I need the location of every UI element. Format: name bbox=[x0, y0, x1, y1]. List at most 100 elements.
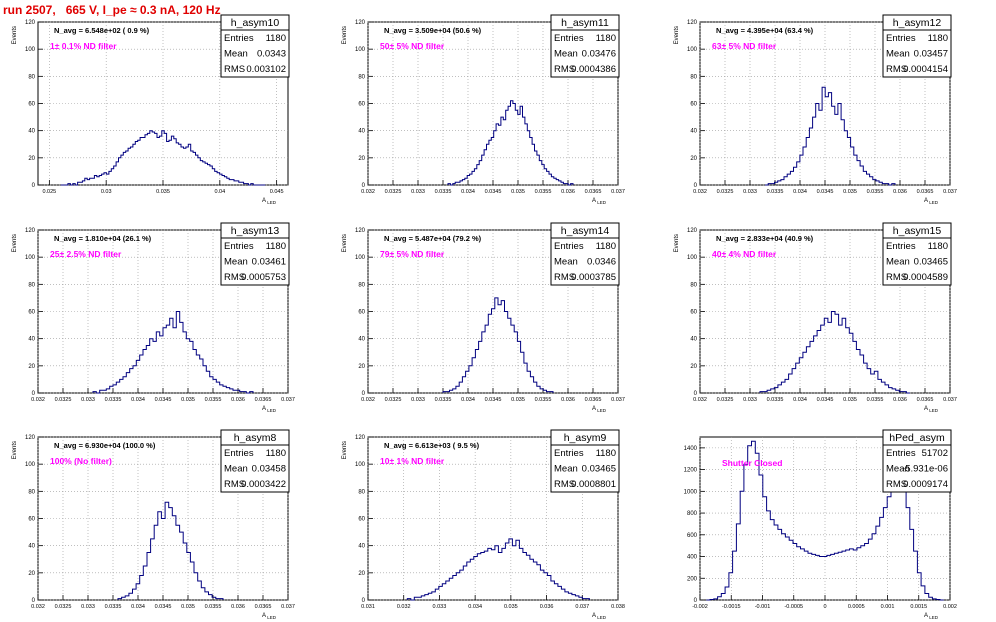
x-axis-label: A LED bbox=[262, 198, 277, 205]
x-axis-label-sub: LED bbox=[266, 200, 277, 205]
tick-label-x: 0.033 bbox=[433, 604, 447, 610]
filter-label: 50± 5% ND filter bbox=[380, 41, 445, 51]
histogram-panel: 0 20 40 60 80 100 120 0.032 0.0325 0.033 0.0335 0.0… bbox=[342, 222, 625, 413]
tick-label-x: 0.0345 bbox=[485, 397, 502, 403]
tick-label-y: 0 bbox=[362, 598, 366, 604]
tick-label-y: 100 bbox=[687, 255, 698, 261]
filter-label: 25± 2.5% ND filter bbox=[50, 249, 122, 259]
tick-label-x: -0.002 bbox=[692, 604, 708, 610]
x-axis-label-main: A bbox=[924, 613, 928, 619]
stats-box bbox=[220, 237, 290, 286]
tick-label-y: 40 bbox=[358, 544, 365, 550]
histogram-panel: 0 20 40 60 80 100 120 0.032 0.0325 0.033 0.0335 0.0… bbox=[12, 222, 295, 413]
tick-label-y: 120 bbox=[25, 20, 36, 26]
tick-label-y: 0 bbox=[694, 598, 698, 604]
tick-label-y: 20 bbox=[358, 571, 365, 577]
tick-label-y: 120 bbox=[355, 435, 366, 441]
tick-label-x: 0.0345 bbox=[155, 604, 172, 610]
stats-value: 0.03476 bbox=[582, 49, 616, 60]
tick-label-y: 20 bbox=[358, 156, 365, 162]
tick-label-x: 0.035 bbox=[843, 397, 857, 403]
stats-label: RMS bbox=[886, 479, 907, 490]
stats-label: Entries bbox=[554, 241, 584, 252]
tick-label-x: -0.0005 bbox=[784, 604, 803, 610]
tick-label-x: 0.045 bbox=[270, 189, 284, 195]
stats-label: Entries bbox=[224, 241, 254, 252]
histogram-panel: 0 20 40 60 80 100 120 0.032 0.0325 0.033 0.0335 0.0… bbox=[12, 429, 295, 620]
tick-label-x: 0.0365 bbox=[585, 397, 602, 403]
filter-label: 63± 5% ND filter bbox=[712, 41, 777, 51]
stats-value: 0.0009174 bbox=[903, 479, 948, 490]
stats-label: Mean bbox=[886, 464, 910, 475]
x-axis-label-sub: LED bbox=[596, 408, 607, 413]
tick-label-y: 60 bbox=[358, 310, 365, 316]
stats-value: 1180 bbox=[596, 241, 616, 252]
stats-label: Mean bbox=[886, 49, 910, 60]
tick-label-x: 0.036 bbox=[540, 604, 554, 610]
tick-label-x: 0.034 bbox=[131, 604, 145, 610]
tick-label-y: 80 bbox=[358, 489, 365, 495]
tick-label-x: 0 bbox=[823, 604, 826, 610]
tick-label-y: 120 bbox=[25, 228, 36, 234]
stats-value: 51702 bbox=[922, 448, 948, 459]
y-axis-label: Events bbox=[342, 26, 348, 44]
tick-label-y: 60 bbox=[28, 517, 35, 523]
tick-label-x: 0.036 bbox=[231, 397, 245, 403]
histogram-title: h_asym8 bbox=[234, 432, 277, 444]
tick-label-y: 120 bbox=[687, 20, 698, 26]
tick-label-x: 0.036 bbox=[893, 189, 907, 195]
stats-value: 0.0003422 bbox=[241, 479, 286, 490]
y-axis-label: Events bbox=[342, 441, 348, 459]
x-axis-label: A LED bbox=[592, 198, 607, 205]
tick-label-x: 0.032 bbox=[361, 397, 375, 403]
tick-label-x: 0.0325 bbox=[55, 604, 72, 610]
tick-label-y: 40 bbox=[28, 544, 35, 550]
stats-label: Entries bbox=[224, 448, 254, 459]
navg-label: N_avg = 6.930e+04 (100.0 %) bbox=[54, 441, 156, 450]
stats-value: -5.931e-06 bbox=[902, 464, 948, 475]
x-axis-label: A LED bbox=[924, 198, 939, 205]
stats-label: RMS bbox=[886, 272, 907, 283]
stats-value: 0.003102 bbox=[246, 64, 286, 75]
tick-label-x: 0.035 bbox=[843, 189, 857, 195]
histogram-title: h_asym9 bbox=[564, 432, 607, 444]
stats-value: 1180 bbox=[928, 33, 948, 44]
x-axis-label: A LED bbox=[924, 406, 939, 413]
tick-label-y: 20 bbox=[28, 571, 35, 577]
tick-label-y: 0 bbox=[694, 183, 698, 189]
x-axis-label-sub: LED bbox=[928, 615, 939, 620]
navg-label: N_avg = 3.509e+04 (50.6 %) bbox=[384, 26, 482, 35]
navg-label: N_avg = 4.395e+04 (63.4 %) bbox=[716, 26, 814, 35]
stats-label: Mean bbox=[886, 257, 910, 268]
filter-label: 100% (No filter) bbox=[50, 456, 112, 466]
histogram-panel: 0 20 40 60 80 100 120 0.032 0.0325 0.033 0.0335 0.0… bbox=[674, 222, 957, 413]
tick-label-y: 80 bbox=[690, 74, 697, 80]
stats-value: 0.03465 bbox=[914, 257, 948, 268]
tick-label-y: 0 bbox=[32, 183, 36, 189]
tick-label-x: 0.034 bbox=[793, 397, 807, 403]
stats-label: Mean bbox=[554, 49, 578, 60]
x-axis-label: A LED bbox=[262, 613, 277, 620]
tick-label-x: 0.032 bbox=[361, 189, 375, 195]
stats-value: 0.0003785 bbox=[571, 272, 616, 283]
tick-label-x: 0.035 bbox=[181, 604, 195, 610]
tick-label-x: -0.001 bbox=[755, 604, 771, 610]
stats-label: Mean bbox=[554, 257, 578, 268]
stats-value: 1180 bbox=[596, 448, 616, 459]
stats-box bbox=[550, 29, 620, 78]
tick-label-y: 40 bbox=[28, 129, 35, 135]
tick-label-y: 80 bbox=[28, 74, 35, 80]
y-axis-label: Events bbox=[342, 234, 348, 252]
stats-label: Mean bbox=[554, 464, 578, 475]
navg-label: N_avg = 5.487e+04 (79.2 %) bbox=[384, 234, 482, 243]
tick-label-x: 0.034 bbox=[793, 189, 807, 195]
navg-label: N_avg = 2.833e+04 (40.9 %) bbox=[716, 234, 814, 243]
tick-label-x: 0.0345 bbox=[485, 189, 502, 195]
stats-label: RMS bbox=[554, 272, 575, 283]
tick-label-y: 20 bbox=[690, 156, 697, 162]
histogram-title: h_asym11 bbox=[561, 17, 609, 29]
tick-label-x: 0.0355 bbox=[205, 604, 222, 610]
stats-value: 0.0343 bbox=[257, 49, 286, 60]
tick-label-y: 0 bbox=[32, 598, 36, 604]
